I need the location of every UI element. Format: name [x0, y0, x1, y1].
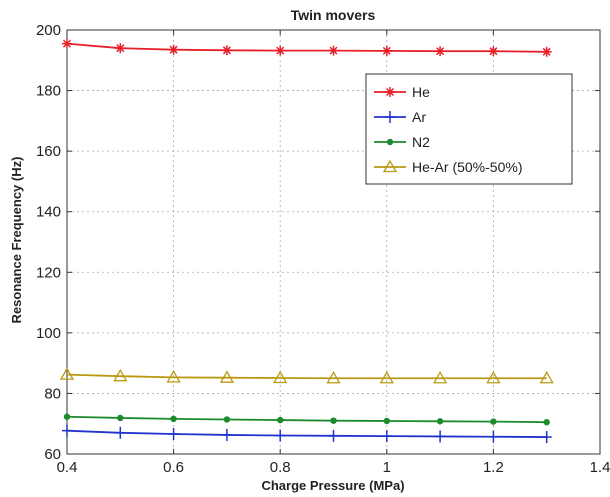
y-tick-label: 100 — [36, 325, 61, 342]
data-point — [541, 46, 552, 57]
data-point — [115, 426, 126, 439]
axes: 0.4 0.6 0.8 1 1.2 1.4 60 80 100 120 140 160 180 200 — [36, 22, 610, 476]
data-point — [115, 43, 126, 54]
legend-marker — [385, 87, 395, 97]
data-point — [273, 370, 288, 384]
legend-marker — [382, 159, 398, 173]
data-point — [275, 429, 286, 442]
data-point — [435, 46, 446, 57]
plot-frame — [66, 29, 601, 455]
data-point — [62, 38, 72, 49]
data-point — [170, 415, 177, 423]
data-point — [326, 370, 341, 384]
legend-entry: N2 — [374, 134, 430, 150]
data-point — [488, 430, 499, 443]
data-point — [381, 45, 392, 56]
data-point — [166, 370, 181, 383]
legend-label: He-Ar (50%-50%) — [412, 159, 522, 175]
x-tick-label: 1.4 — [590, 459, 610, 476]
data-point — [490, 418, 497, 425]
data-point — [117, 414, 124, 422]
x-tick-label: 0.8 — [270, 459, 291, 476]
data-point — [432, 370, 448, 384]
data-point — [219, 370, 235, 383]
data-point — [435, 430, 446, 443]
data-point — [113, 368, 128, 382]
legend-label: N2 — [412, 134, 430, 150]
data-point — [328, 429, 339, 442]
data-point — [62, 424, 72, 437]
series-layer — [59, 38, 554, 444]
data-point — [221, 45, 232, 56]
y-tick-label: 200 — [36, 22, 61, 39]
data-point — [168, 428, 179, 441]
data-point — [330, 417, 337, 424]
y-tick-label: 140 — [36, 204, 61, 221]
data-point — [221, 428, 232, 441]
series-ar — [62, 424, 552, 444]
legend-marker — [386, 138, 394, 146]
data-point — [223, 416, 231, 423]
x-tick-label: 1 — [383, 459, 391, 476]
data-point — [436, 418, 444, 425]
data-point — [486, 370, 501, 384]
x-tick-label: 0.4 — [57, 459, 78, 476]
data-point — [541, 431, 552, 444]
data-point — [63, 413, 71, 420]
series-line — [66, 42, 547, 53]
x-tick-label: 0.6 — [163, 459, 184, 476]
y-tick-label: 180 — [36, 83, 61, 100]
legend-entry: Ar — [374, 109, 426, 125]
series-line — [66, 429, 547, 438]
legend: He Ar N2 He-Ar (50%-50%) — [365, 73, 573, 185]
y-axis-label: Resonance Frequency (Hz) — [9, 157, 24, 324]
y-tick-label: 80 — [44, 385, 61, 402]
series-line — [66, 415, 547, 424]
data-point — [168, 44, 179, 55]
data-point — [277, 416, 284, 424]
legend-marker — [385, 111, 395, 123]
series-he — [62, 38, 552, 57]
data-point — [381, 430, 392, 443]
chart-title: Twin movers — [291, 7, 376, 23]
data-point — [275, 45, 286, 56]
series-he-ar-50-50- — [59, 367, 554, 384]
legend-entry: He — [374, 84, 430, 100]
data-point — [543, 419, 550, 426]
data-point — [59, 367, 75, 380]
data-point — [539, 370, 554, 384]
legend-label: Ar — [412, 109, 426, 125]
y-tick-label: 120 — [36, 264, 61, 281]
data-point — [383, 417, 390, 425]
data-point — [488, 46, 499, 57]
x-axis-label: Charge Pressure (MPa) — [261, 478, 404, 493]
data-point — [379, 370, 394, 384]
legend-entry: He-Ar (50%-50%) — [374, 159, 522, 175]
series-n2 — [63, 413, 550, 426]
x-tick-label: 1.2 — [483, 459, 504, 476]
y-tick-label: 160 — [36, 143, 61, 160]
series-line — [66, 373, 547, 380]
legend-label: He — [412, 84, 430, 100]
y-tick-label: 60 — [44, 446, 61, 463]
data-point — [328, 45, 339, 56]
